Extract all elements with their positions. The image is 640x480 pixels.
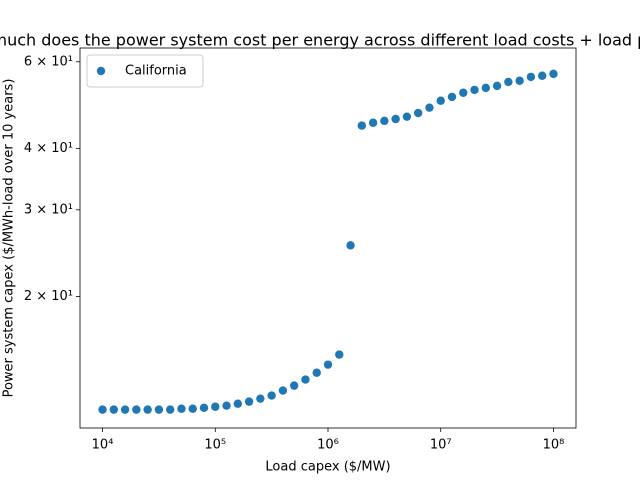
point bbox=[278, 386, 288, 395]
legend-box bbox=[86, 54, 204, 88]
point bbox=[188, 404, 197, 413]
x-tick-label: 10⁶ bbox=[317, 438, 339, 453]
point bbox=[199, 403, 209, 413]
point bbox=[380, 116, 389, 126]
point bbox=[244, 397, 254, 406]
point bbox=[504, 77, 513, 87]
point bbox=[470, 85, 479, 95]
point bbox=[177, 404, 186, 413]
legend-label: California bbox=[125, 64, 187, 79]
point bbox=[109, 405, 119, 414]
point bbox=[492, 81, 502, 91]
point bbox=[459, 88, 468, 97]
point bbox=[515, 76, 524, 85]
y-axis-label: Power system capex ($/MWh-load over 10 y… bbox=[2, 79, 17, 398]
point bbox=[402, 112, 412, 121]
x-axis-label: Load capex ($/MW) bbox=[265, 460, 390, 475]
chart-title: How much does the power system cost per … bbox=[0, 31, 640, 50]
legend-marker bbox=[96, 66, 106, 76]
point bbox=[537, 71, 547, 80]
point bbox=[132, 405, 141, 414]
point bbox=[346, 241, 355, 250]
point bbox=[267, 391, 276, 400]
point bbox=[447, 92, 457, 102]
y-tick-label: 3 × 10¹ bbox=[24, 202, 73, 217]
x-tick-label: 10⁵ bbox=[204, 438, 226, 453]
point bbox=[165, 405, 175, 414]
point bbox=[289, 381, 299, 390]
point bbox=[211, 402, 220, 411]
point bbox=[222, 401, 231, 410]
point bbox=[413, 108, 423, 118]
point bbox=[312, 368, 321, 377]
x-tick-label: 10⁸ bbox=[543, 438, 565, 453]
y-tick-label: 6 × 10¹ bbox=[24, 54, 73, 69]
point bbox=[481, 83, 491, 93]
point bbox=[323, 360, 333, 369]
point bbox=[120, 405, 130, 414]
point bbox=[301, 375, 310, 384]
point bbox=[256, 394, 265, 403]
point bbox=[391, 114, 400, 124]
x-tick-label: 10⁷ bbox=[430, 438, 452, 453]
point bbox=[233, 399, 243, 408]
x-tick-label: 10⁴ bbox=[92, 438, 114, 453]
point bbox=[154, 405, 164, 414]
point bbox=[335, 350, 344, 359]
plot-frame bbox=[79, 47, 577, 429]
point bbox=[143, 405, 152, 414]
y-tick-label: 2 × 10¹ bbox=[24, 289, 73, 304]
point bbox=[98, 405, 107, 414]
point bbox=[526, 72, 536, 82]
point bbox=[368, 118, 378, 127]
point bbox=[425, 103, 434, 112]
point bbox=[357, 121, 367, 130]
y-tick-label: 4 × 10¹ bbox=[24, 141, 73, 156]
point bbox=[549, 69, 558, 79]
point bbox=[436, 96, 445, 105]
